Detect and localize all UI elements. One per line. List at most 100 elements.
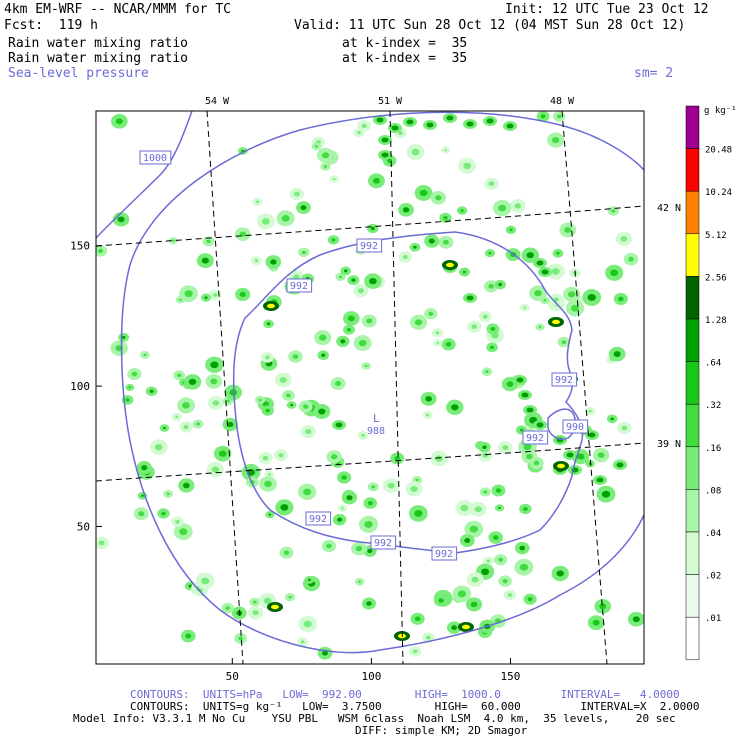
rain-cell-core bbox=[446, 115, 454, 121]
rain-cell-core bbox=[490, 326, 496, 331]
contour-label: 992 bbox=[555, 375, 573, 386]
model-title: 4km EM-WRF -- NCAR/MMM for TC bbox=[4, 2, 231, 17]
colorbar-swatch bbox=[685, 105, 700, 149]
rain-cell-core bbox=[149, 389, 154, 393]
rain-cell-core bbox=[616, 462, 624, 468]
field3-name: Sea-level pressure bbox=[8, 66, 149, 81]
rain-cell-core bbox=[556, 251, 560, 255]
rain-cell-core bbox=[444, 149, 447, 152]
rain-cell-core bbox=[369, 277, 377, 285]
rain-cell-core bbox=[292, 354, 299, 359]
slp-contours bbox=[96, 111, 644, 654]
low-center-label: L bbox=[373, 412, 380, 425]
rain-cell-core bbox=[460, 209, 464, 212]
rain-cell-core bbox=[471, 576, 479, 583]
rain-cell-core bbox=[335, 381, 342, 387]
colorbar-swatch bbox=[685, 190, 700, 235]
rain-cell-core bbox=[361, 433, 365, 437]
low-center-value: 988 bbox=[367, 426, 385, 437]
rain-cell-core bbox=[372, 177, 380, 184]
rain-cell-core bbox=[286, 393, 291, 398]
rain-cell-core bbox=[138, 511, 145, 517]
rain-cell-core bbox=[252, 610, 259, 616]
contour-label-box bbox=[562, 419, 589, 434]
rain-cell-core bbox=[301, 250, 306, 254]
rain-cell-core bbox=[143, 353, 147, 357]
rain-cell-core bbox=[303, 620, 312, 628]
colorbar-swatch bbox=[685, 403, 700, 448]
rain-cell-core bbox=[519, 545, 526, 551]
rain-cell-core bbox=[566, 452, 574, 458]
rain-cell-core bbox=[283, 550, 290, 555]
rain-cell-core bbox=[179, 528, 188, 536]
rain-cell-core bbox=[184, 290, 193, 298]
rain-cell-core bbox=[534, 290, 542, 297]
rain-cell-core bbox=[97, 248, 104, 253]
contour-label: 992 bbox=[526, 433, 544, 444]
rain-cell-core bbox=[462, 270, 467, 274]
diffusion-info: DIFF: simple KM; 2D Smagor bbox=[355, 724, 528, 737]
latitude-label: 42 N bbox=[657, 203, 681, 214]
rain-cell-core bbox=[117, 216, 125, 223]
rain-cell-core bbox=[323, 165, 327, 168]
rain-cell-core bbox=[482, 314, 488, 319]
rain-cell-core bbox=[182, 402, 190, 409]
axis-ticks bbox=[96, 245, 511, 664]
rain-cell-core bbox=[161, 511, 166, 516]
rain-cell-core bbox=[540, 114, 546, 119]
rain-cell-core bbox=[481, 568, 490, 576]
rain-cell-core bbox=[596, 477, 604, 483]
colorbar-level-label: 5.12 bbox=[705, 231, 727, 241]
rain-cell-core bbox=[506, 381, 514, 387]
rain-cell-core bbox=[526, 252, 534, 259]
rain-cell-core bbox=[502, 578, 508, 584]
rain-cell-core bbox=[506, 123, 514, 129]
rain-cell-core bbox=[536, 260, 544, 266]
rain-cell-core bbox=[210, 361, 219, 369]
rain-cell-core bbox=[262, 455, 269, 461]
contour-labels: 1000 992 992 992 992 992 992 992 990 bbox=[139, 150, 589, 561]
rain-cell-core bbox=[305, 428, 312, 435]
rain-cell-core bbox=[162, 426, 166, 430]
rain-cell-core bbox=[601, 490, 611, 498]
rain-cell-peak bbox=[271, 604, 279, 610]
rain-cell-core bbox=[402, 254, 408, 260]
contour-label-box bbox=[370, 535, 397, 550]
rain-cell-core bbox=[338, 275, 343, 279]
rain-cell-core bbox=[321, 353, 326, 357]
contour-label-box bbox=[305, 511, 332, 526]
rain-cell-core bbox=[294, 191, 300, 197]
rain-cell-core bbox=[611, 209, 616, 213]
rain-cell-core bbox=[300, 640, 305, 644]
rain-cell-core bbox=[188, 378, 197, 386]
rain-cell-core bbox=[498, 282, 503, 287]
rain-cell-core bbox=[451, 625, 458, 631]
rain-cell-core bbox=[536, 422, 544, 428]
rain-cell-core bbox=[280, 504, 289, 511]
rain-cell-core bbox=[482, 452, 489, 458]
valid-time: Valid: 11 UTC Sun 28 Oct 12 (04 MST Sun … bbox=[294, 18, 686, 33]
rain-cell-core bbox=[464, 538, 471, 544]
rain-cell-core bbox=[498, 506, 501, 509]
rain-cell-core bbox=[290, 403, 294, 407]
rain-cell-core bbox=[376, 117, 384, 123]
rain-cell-core bbox=[321, 152, 330, 159]
rain-cell-core bbox=[488, 284, 494, 289]
meridian-48w bbox=[561, 111, 608, 664]
rain-cell-core bbox=[263, 597, 272, 604]
rain-cell-core bbox=[445, 342, 452, 347]
rain-cell-core bbox=[486, 559, 491, 563]
rain-cell-core bbox=[341, 507, 344, 510]
rain-cell-core bbox=[204, 296, 208, 299]
rain-cell-core bbox=[166, 492, 170, 496]
rain-cell-core bbox=[451, 404, 459, 411]
rain-cell-core bbox=[346, 495, 353, 501]
rain-cell-core bbox=[414, 616, 421, 622]
slp-contour-info: CONTOURS: UNITS=hPa LOW= 992.00 HIGH= 10… bbox=[130, 688, 680, 701]
contour-label: 992 bbox=[435, 549, 453, 560]
rain-cell-core bbox=[121, 335, 126, 339]
colorbar-swatch bbox=[685, 148, 700, 192]
rain-cell-core bbox=[436, 341, 440, 345]
colorbar: g kg⁻¹ 20.48 10.24 5.12 2.56 1.28 .64 .32 .16 .08… bbox=[685, 105, 737, 661]
y-tick-label: 100 bbox=[70, 380, 90, 393]
